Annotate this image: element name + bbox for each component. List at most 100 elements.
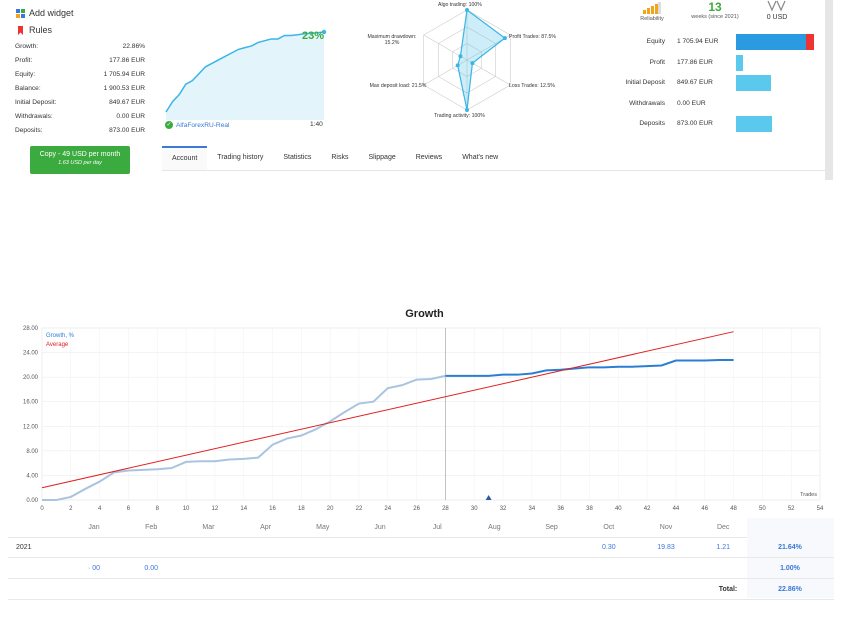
legend-average: Average (46, 342, 69, 348)
balance-bar-label: Deposits (639, 120, 665, 127)
balance-bar-value: 1 705.94 EUR (677, 38, 719, 45)
balance-bar-row: Deposits 873.00 EUR (602, 116, 832, 134)
tab-trading-history[interactable]: Trading history (217, 154, 264, 161)
stat-value: 1 705.94 EUR (103, 71, 145, 78)
x-tick-label: 6 (127, 506, 131, 512)
radar-chart: Algo trading: 100% Profit Trades: 87.5% … (352, 0, 582, 125)
balance-bar-row: Initial Deposit 849.67 EUR (602, 75, 832, 93)
radar-label-profit: Profit Trades: 87.5% (509, 34, 556, 40)
weeks-label: weeks (since 2021) (691, 14, 739, 20)
month-header: Mar (202, 524, 215, 531)
stat-value: 1 900.53 EUR (103, 85, 145, 92)
x-tick-label: 28 (442, 506, 449, 512)
month-value-nov: 19.83 (657, 544, 675, 551)
stat-row: Balance: 1 900.53 EUR (15, 85, 145, 92)
month-header: Dec (716, 524, 730, 531)
stat-row: Equity: 1 705.94 EUR (15, 71, 145, 78)
radar-point-loss (470, 61, 475, 66)
usd-value: 0 USD (766, 14, 788, 21)
legend-growth: Growth, % (46, 333, 75, 339)
x-tick-label: 16 (269, 506, 276, 512)
radar-label-algo: Algo trading: 100% (438, 2, 482, 8)
x-tick-label: 4 (98, 506, 102, 512)
x-tick-label: 42 (644, 506, 651, 512)
sparkline-line (165, 31, 325, 113)
x-tick-label: 48 (730, 506, 737, 512)
radar-axis (466, 59, 511, 86)
marker-triangle[interactable] (485, 495, 492, 500)
add-widget-label: Add widget (29, 8, 74, 18)
tab-what-s-new[interactable]: What's new (462, 154, 499, 161)
y-tick-label: 4.00 (26, 473, 38, 479)
weeks-count: 13 (708, 0, 722, 14)
tab-slippage[interactable]: Slippage (368, 154, 396, 161)
x-tick-label: 38 (586, 506, 593, 512)
radar-point-drawdown (458, 54, 463, 59)
stat-label: Equity: (15, 71, 36, 78)
copy-subscription-button[interactable]: Copy - 49 USD per month 1.63 USD per day (30, 146, 130, 174)
radar-point-activity (465, 108, 469, 112)
balance-bar-label: Withdrawals (629, 99, 665, 107)
y-tick-label: 28.00 (23, 326, 39, 332)
x-tick-label: 36 (557, 506, 564, 512)
tab-statistics[interactable]: Statistics (283, 154, 312, 161)
rules-link[interactable]: Rules (16, 25, 52, 35)
x-tick-label: 40 (615, 506, 622, 512)
tab-account[interactable]: Account (162, 146, 208, 170)
growth-line-history (42, 374, 446, 501)
sparkline-endpoint (321, 29, 327, 35)
x-tick-label: 46 (701, 506, 708, 512)
add-widget-link[interactable]: Add widget (16, 8, 74, 18)
sparkline-area (166, 32, 324, 120)
total-label: Total: (718, 586, 738, 593)
growth-percent: 23% (302, 30, 325, 42)
x-tick-label: 26 (413, 506, 420, 512)
y-tick-label: 20.00 (23, 375, 39, 381)
tab-reviews[interactable]: Reviews (415, 154, 443, 161)
usd-col: 0 USD (757, 0, 797, 21)
month-header: Jul (432, 524, 442, 531)
reliability-col: Reliability (632, 2, 672, 22)
balance-bar-label: Equity (646, 38, 665, 45)
growth-line (445, 358, 734, 377)
balance-bar-row: Profit 177.86 EUR (602, 54, 832, 73)
subscribers-icon (767, 0, 786, 12)
stat-value: 849.67 EUR (109, 99, 145, 106)
y-tick-label: 8.00 (26, 449, 38, 455)
growth-sparkline (162, 20, 332, 130)
stat-label: Balance: (15, 85, 41, 92)
x-tick-label: 24 (384, 506, 391, 512)
stat-row: Profit: 177.86 EUR (15, 57, 145, 64)
leverage-value: 1:40 (310, 121, 323, 128)
signal-summary-card: 23% ✓ AlfaForexRU-Real 1:40 Algo trading… (152, 0, 833, 180)
ytd-value: 21.64% (778, 544, 802, 551)
copy-daily-price: 1.63 USD per day (58, 160, 102, 166)
radar-label-drawdown: Maximum drawdown: 15.2% (367, 34, 417, 46)
month-header: May (316, 524, 330, 531)
balance-bar-fill (736, 34, 806, 50)
x-tick-label: 54 (817, 506, 824, 512)
y-tick-label: 24.00 (23, 351, 39, 357)
x-tick-label: 44 (673, 506, 680, 512)
balance-bar-value: 177.86 EUR (677, 58, 713, 66)
weeks-col: 13 weeks (since 2021) (680, 0, 750, 20)
y-tick-label: 12.00 (23, 424, 39, 430)
account-link[interactable]: ✓ AlfaForexRU-Real (165, 121, 230, 129)
radar-point-deposit_load (455, 63, 460, 68)
verified-check-icon: ✓ (165, 121, 173, 129)
tab-risks[interactable]: Risks (331, 154, 349, 161)
stat-row: Deposits: 873.00 EUR (15, 127, 145, 134)
rules-label: Rules (29, 25, 53, 35)
radar-point-profit (502, 36, 507, 41)
month-value-oct: 0.30 (601, 544, 616, 551)
year-label: 2021 (16, 544, 32, 551)
stat-row: Initial Deposit: 849.67 EUR (15, 99, 145, 106)
reliability-block: Reliability 13 weeks (since 2021) 0 USD (632, 0, 832, 30)
growth-chart-title: Growth (405, 308, 444, 320)
x-axis-label: Trades (800, 492, 817, 498)
stat-label: Profit: (15, 57, 33, 64)
balance-bar-value: 873.00 EUR (677, 120, 713, 127)
stat-label: Withdrawals: (15, 113, 53, 120)
account-name: AlfaForexRU-Real (176, 121, 230, 129)
month-header: Aug (488, 524, 501, 531)
